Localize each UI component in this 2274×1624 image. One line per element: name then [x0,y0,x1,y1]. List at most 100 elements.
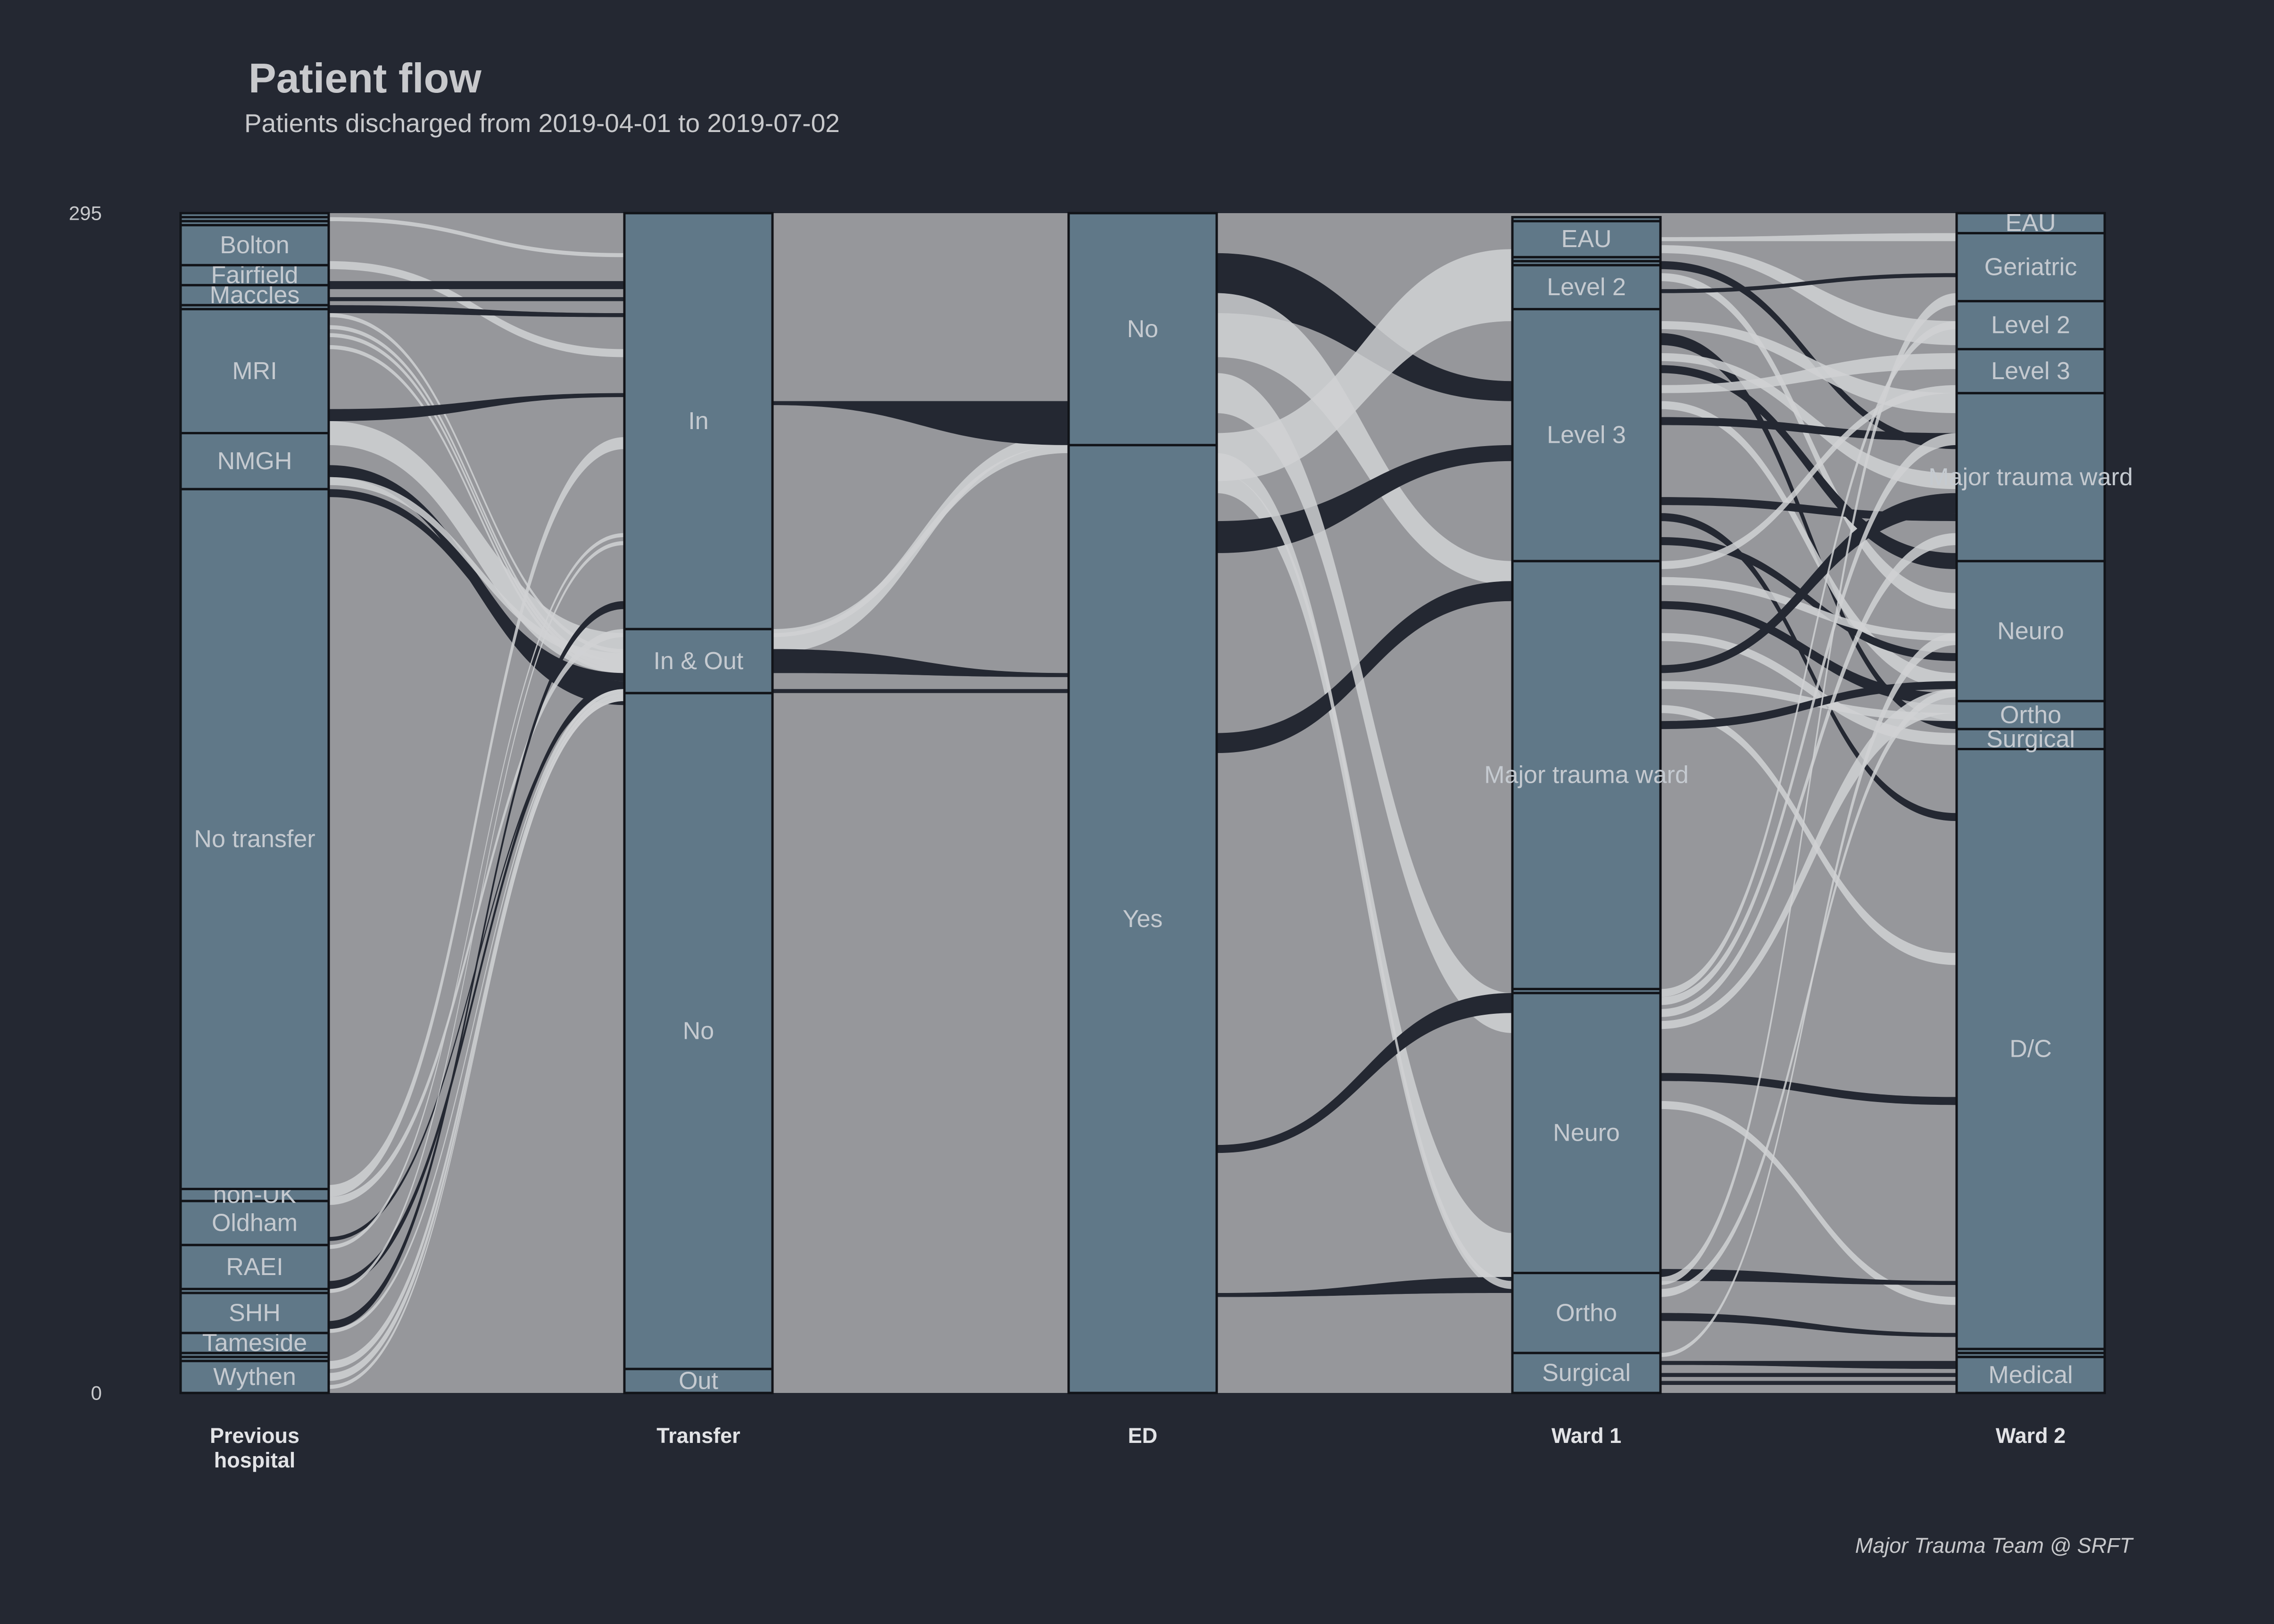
stratum-label: In & Out [654,647,744,675]
stratum-ward2-geriatric-10: Geriatric [1955,232,2106,303]
flow-band-8 [329,345,624,673]
flow-band-64 [1660,433,1957,1005]
flow-band-37 [1217,993,1512,1153]
stratum-box [1955,748,2106,1351]
stratum-prev-shh-4: SHH [179,1292,330,1334]
flow-band-35 [1217,581,1512,753]
stratum-ed-no-1: No [1067,212,1218,447]
flow-band-68 [1660,1101,1957,1305]
stratum-label: Level 3 [1991,357,2070,385]
stratum-label: Bolton [220,232,289,259]
flow-band-41 [1660,245,1957,345]
flow-band-23 [329,693,624,1381]
flow-band-39 [1217,453,1512,1289]
stratum-box [1955,700,2106,730]
stratum-box [623,692,774,1370]
stratum-ward2-level-2-9: Level 2 [1955,300,2106,350]
flow-band-20 [329,601,624,1329]
stratum-label: Oldham [212,1210,298,1237]
flow-band-33 [1217,473,1512,1293]
flow-band-14 [329,437,624,1197]
flow-band-43 [1660,273,1957,609]
flow-band-18 [329,681,624,1289]
flow-band-63 [1660,321,1957,997]
stratum-box [179,1243,330,1290]
stratum-box [1511,1272,1662,1354]
stratum-prev-wythen-0: Wythen [179,1359,330,1394]
stratum-label: Ortho [1556,1299,1617,1326]
flow-band-44 [1660,273,1957,293]
stratum-label: No [1127,315,1158,343]
flow-band-55 [1660,385,1957,569]
stratum-label: Wythen [213,1363,296,1391]
flow-band-26 [772,433,1069,653]
stratum-prev-mri-11: MRI [179,308,330,434]
stratum-box [1511,308,1662,563]
stratum-box [1955,232,2106,303]
stratum-ward2-major-trauma-ward-7: Major trauma ward [1928,392,2133,563]
stratum-transfer-no-1: No [623,692,774,1370]
stratum-ed-yes-0: Yes [1067,444,1218,1394]
stratum-box [1067,212,1218,447]
flow-band-22 [329,689,624,1369]
stratum-label: Level 2 [1547,273,1626,301]
stratum-label: Level 3 [1547,422,1626,449]
flow-band-9 [329,393,624,422]
stratum-box [179,212,330,218]
stratum-ward1-blank-10 [1511,215,1662,223]
flow-band-0 [329,217,624,257]
flow-band-34 [1217,445,1512,553]
flow-band-30 [1217,253,1512,401]
stratum-box [1955,1356,2106,1394]
stratum-label: Neuro [1997,617,2064,645]
axis-label-transfer: Transfer [656,1424,740,1448]
flow-band-66 [1660,689,1957,1029]
stratum-box [179,308,330,434]
stratum-label: D/C [2009,1036,2052,1063]
stratum-ward1-major-trauma-ward-4: Major trauma ward [1484,560,1689,990]
stratum-ward1-ortho-1: Ortho [1511,1272,1662,1354]
stratum-ward1-eau-9: EAU [1511,220,1662,258]
flow-band-47 [1660,353,1957,489]
stratum-box [179,1359,330,1394]
stratum-ward2-level-3-8: Level 3 [1955,348,2106,395]
stratum-prev-bolton-15: Bolton [179,224,330,266]
axis-label-ed: ED [1128,1424,1158,1448]
stratum-box [1511,264,1662,311]
flow-band-57 [1660,601,1957,705]
stratum-prev-raei-6: RAEI [179,1243,330,1290]
chart-caption: Major Trauma Team @ SRFT [1855,1533,2134,1558]
stratum-box [1955,300,2106,350]
flow-band-65 [1660,533,1957,1017]
y-axis-ticks: 0 295 [69,202,102,1404]
chart-subtitle: Patients discharged from 2019-04-01 to 2… [244,108,840,138]
stratum-ward2-medical-0: Medical [1955,1356,2106,1394]
stratum-box [1955,392,2106,563]
stratum-box [623,212,774,630]
stratum-label: Level 2 [1991,311,2070,339]
flow-band-70 [1660,293,1957,1285]
flow-band-21 [329,689,624,1333]
stratum-box [1511,992,1662,1275]
flow-band-51 [1660,417,1957,441]
flow-band-4 [329,305,624,317]
flow-band-74 [1660,1361,1957,1369]
flow-band-42 [1660,261,1957,449]
flow-band-19 [329,541,624,1293]
stratum-label: Out [679,1367,718,1395]
flow-band-17 [329,533,624,1249]
flow-band-3 [329,297,624,301]
stratum-box [179,264,330,287]
stratum-box [1955,212,2106,234]
flow-band-59 [1660,493,1957,673]
flow-band-50 [1660,401,1957,689]
flow-band-49 [1660,353,1957,393]
stratum-ward1-level-2-6: Level 2 [1511,264,1662,311]
flow-band-76 [1660,1381,1957,1385]
stratum-label: In [688,407,708,435]
flow-band-73 [1660,633,1957,1357]
stratum-box [179,488,330,1190]
y-tick-label: 295 [69,202,102,224]
chart-title: Patient flow [249,55,481,101]
